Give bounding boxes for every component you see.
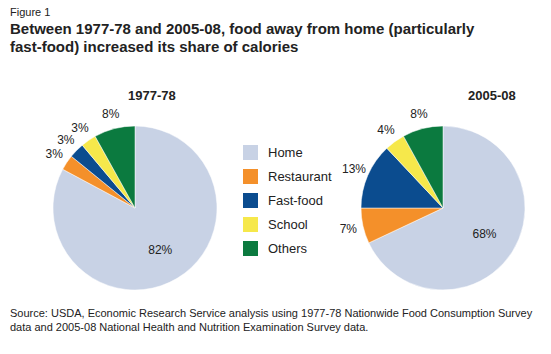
html-text:Others: Others: [268, 240, 307, 256]
html-text:Restaurant: Restaurant: [268, 168, 332, 184]
svg-text:82%: 82%: [148, 243, 172, 257]
html-text:Source: USDA, Economic Researc: Source: USDA, Economic Research Service …: [10, 307, 533, 333]
svg-text:68%: 68%: [473, 227, 497, 241]
html-text:Between 1977-78 and 2005-08, f: Between 1977-78 and 2005-08, food away f…: [10, 20, 475, 55]
svg-text:7%: 7%: [340, 222, 358, 236]
svg-text:3%: 3%: [71, 121, 89, 135]
svg-text:3%: 3%: [46, 147, 64, 161]
html-text:Fast-food: Fast-food: [268, 192, 323, 208]
html-text:1977-78: 1977-78: [128, 88, 176, 103]
svg-text:8%: 8%: [410, 107, 428, 121]
svg-text:3%: 3%: [57, 133, 75, 147]
html-text:2005-08: 2005-08: [468, 88, 516, 103]
html-text:Figure 1: Figure 1: [10, 6, 51, 18]
html-text:Home: Home: [268, 144, 303, 160]
html-text:School: School: [268, 216, 308, 232]
svg-text:8%: 8%: [102, 107, 120, 121]
svg-text:13%: 13%: [342, 162, 366, 176]
svg-text:4%: 4%: [377, 123, 395, 137]
